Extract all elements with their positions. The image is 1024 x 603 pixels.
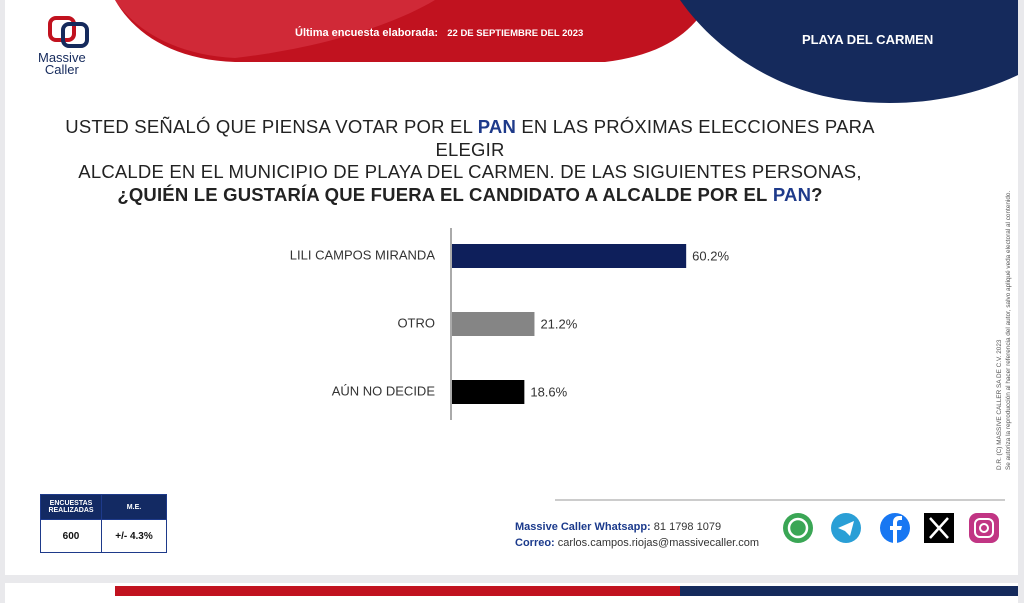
footer: Massive Caller Whatsapp: 81 1798 1079 Co… (515, 519, 759, 551)
logo-line: Caller (44, 62, 79, 77)
survey-info: Última encuesta elaborada: 22 DE SEPTIEM… (295, 27, 583, 39)
whatsapp-number: 81 1798 1079 (653, 521, 722, 533)
email-label: Correo: (515, 537, 555, 549)
bar (452, 244, 687, 268)
value-label: 21.2% (540, 316, 577, 331)
footer-rule (555, 499, 1005, 501)
red-highlight (115, 0, 435, 58)
logo-line: Massive (38, 50, 86, 65)
value-label: 18.6% (530, 384, 567, 399)
email: carlos.campos.riojas@massivecaller.com (557, 537, 760, 549)
question-text: ¿QUIÉN LE GUSTARÍA QUE FUERA EL CANDIDAT… (117, 183, 768, 205)
question-text: ALCALDE EN EL MUNICIPIO DE PLAYA DEL CAR… (78, 161, 862, 182)
social-icons (783, 513, 999, 543)
blue-band (680, 0, 1018, 103)
x-icon[interactable] (924, 513, 954, 543)
bar (452, 312, 535, 336)
slide: Massive Caller Última encuesta elaborada… (5, 0, 1018, 575)
bar (452, 380, 525, 404)
value-label: 60.2% (692, 248, 729, 263)
survey-date: 22 DE SEPTIEMBRE DEL 2023 (447, 28, 584, 39)
question-text: USTED SEÑALÓ QUE PIENSA VOTAR POR EL (65, 116, 473, 137)
category-label: LILI CAMPOS MIRANDA (290, 247, 436, 262)
question-text: ? (811, 183, 823, 205)
table-header: M.E. (101, 494, 167, 520)
question: USTED SEÑALÓ QUE PIENSA VOTAR POR EL PAN… (45, 116, 895, 206)
logo-text: Massive Caller (38, 50, 86, 77)
facebook-icon[interactable] (880, 513, 910, 543)
side-note: D.R. (C) MASSIVE CALLER SA DE C.V. 2023 … (995, 191, 1013, 470)
party: PAN (772, 183, 812, 205)
table-cell: +/- 4.3% (101, 519, 167, 553)
side-line: D.R. (C) MASSIVE CALLER SA DE C.V. 2023 (996, 339, 1003, 470)
sample-table: ENCUESTAS REALIZADAS M.E. 600 +/- 4.3% (40, 494, 167, 553)
side-line: Se autoriza la reproducción al hacer ref… (1005, 190, 1012, 470)
whatsapp-icon[interactable] (783, 513, 813, 543)
party: PAN (477, 116, 517, 137)
chart: LILI CAMPOS MIRANDA 60.2% OTRO 21.2% AÚN NO … (290, 228, 729, 420)
category-label: AÚN NO DECIDE (332, 383, 436, 398)
category-label: OTRO (397, 315, 435, 330)
question-text: EN LAS PRÓXIMAS ELECCIONES PARA ELEGIR (435, 116, 875, 160)
location: PLAYA DEL CARMEN (802, 32, 934, 47)
header-shapes (48, 0, 1018, 103)
instagram-icon[interactable] (969, 513, 999, 543)
table-cell: 600 (40, 519, 102, 553)
survey-label: Última encuesta elaborada: (295, 27, 439, 39)
table-header: ENCUESTAS REALIZADAS (40, 494, 102, 520)
logo-icon (48, 16, 89, 48)
telegram-icon[interactable] (831, 513, 861, 543)
whatsapp-label: Massive Caller Whatsapp: (515, 521, 651, 533)
next-slide-band (115, 586, 1018, 596)
next-slide (5, 583, 1018, 603)
